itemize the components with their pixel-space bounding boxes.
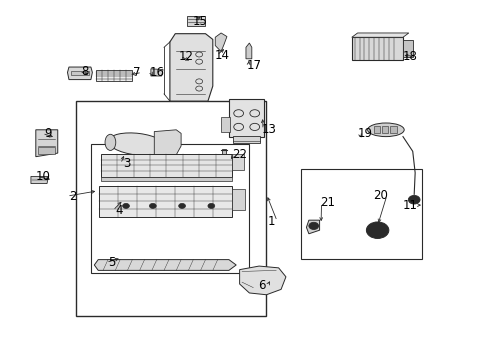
Circle shape [366,222,388,238]
Bar [221,117,229,132]
Ellipse shape [105,134,116,150]
Polygon shape [36,130,58,157]
Polygon shape [232,154,244,170]
Polygon shape [169,34,212,101]
Polygon shape [71,71,89,75]
Bar [351,37,402,59]
Bar [38,147,55,154]
Circle shape [207,203,214,208]
Text: 7: 7 [132,66,140,79]
Circle shape [149,203,156,208]
Circle shape [308,222,318,229]
Text: 5: 5 [108,256,115,269]
Text: 21: 21 [319,196,334,209]
Text: 10: 10 [36,170,50,183]
Ellipse shape [108,133,166,156]
Text: 1: 1 [267,215,275,228]
Text: 2: 2 [69,190,77,203]
Bar [221,149,226,166]
Text: 20: 20 [373,189,387,202]
Polygon shape [239,266,285,295]
Text: 11: 11 [402,199,417,212]
Circle shape [122,203,129,208]
Text: 16: 16 [149,66,164,79]
Polygon shape [101,177,232,181]
Bar [228,99,264,137]
Text: 6: 6 [257,279,265,292]
Circle shape [374,228,380,232]
Circle shape [311,225,315,227]
Bar [186,16,205,26]
Ellipse shape [367,123,404,136]
Polygon shape [215,33,226,51]
Bar [219,156,228,163]
Bar [76,101,266,316]
Bar [232,136,260,143]
Circle shape [407,195,419,204]
Text: 13: 13 [261,123,276,136]
Polygon shape [154,130,181,157]
Text: 3: 3 [122,157,130,170]
Polygon shape [151,69,163,76]
Bar [373,126,379,133]
Bar [96,69,132,81]
Polygon shape [351,33,408,37]
Polygon shape [231,189,245,211]
Text: 4: 4 [115,204,122,217]
Bar [389,126,396,133]
Bar [381,126,387,133]
Circle shape [178,203,185,208]
Polygon shape [306,220,319,234]
Text: 9: 9 [44,127,52,140]
Polygon shape [94,260,236,270]
Polygon shape [245,43,251,59]
Circle shape [370,225,384,235]
Bar [99,186,231,217]
Polygon shape [31,176,48,184]
Text: 8: 8 [81,65,88,78]
Bar [101,154,232,177]
Bar [402,40,412,57]
Polygon shape [67,67,92,80]
Text: 14: 14 [215,49,229,62]
Text: 18: 18 [402,50,417,63]
Bar [300,169,422,259]
Bar [91,144,249,273]
Text: 17: 17 [246,59,261,72]
Text: 15: 15 [192,15,206,28]
Text: 19: 19 [357,127,372,140]
Text: 22: 22 [232,148,246,161]
Text: 12: 12 [178,50,193,63]
